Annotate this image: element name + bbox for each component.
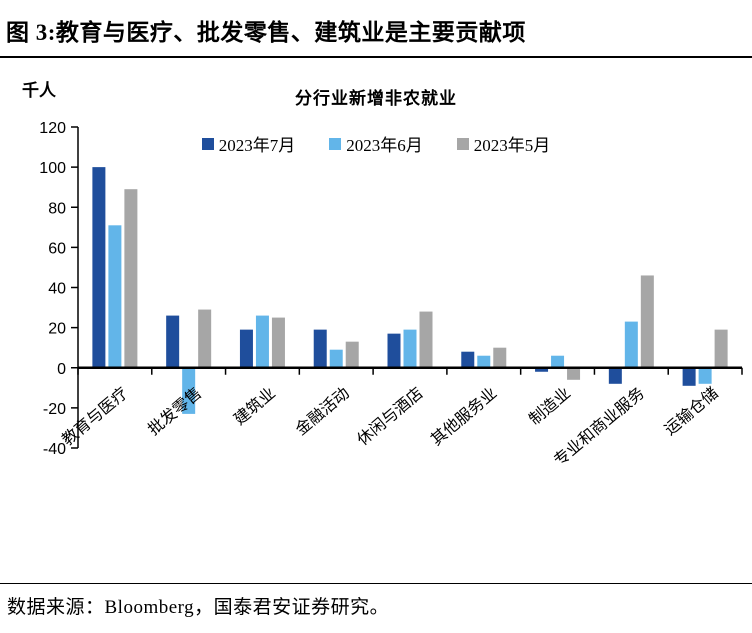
y-tick-label: 80 <box>48 200 66 217</box>
y-tick-label: 100 <box>39 160 66 177</box>
bar-金融活动-2023年5月 <box>345 341 359 368</box>
figure-title: 图 3:教育与医疗、批发零售、建筑业是主要贡献项 <box>0 0 752 58</box>
bar-金融活动-2023年6月 <box>329 349 343 368</box>
bar-休闲与酒店-2023年6月 <box>403 329 417 368</box>
x-category-label: 休闲与酒店 <box>354 384 427 449</box>
bar-批发零售-2023年6月 <box>182 367 196 414</box>
x-category-label: 其他服务业 <box>427 384 500 449</box>
x-category-label: 运输仓储 <box>661 384 722 439</box>
bar-建筑业-2023年5月 <box>271 317 285 368</box>
chart-legend: 2023年7月 2023年6月 2023年5月 <box>0 131 752 156</box>
bar-运输仓储-2023年6月 <box>698 367 712 384</box>
y-tick-label: 120 <box>39 120 66 137</box>
data-source-note: 数据来源：Bloomberg，国泰君安证券研究。 <box>7 597 390 618</box>
legend-item-jun: 2023年6月 <box>329 131 423 156</box>
bar-专业和商业服务-2023年7月 <box>608 367 622 384</box>
legend-label: 2023年5月 <box>473 136 551 155</box>
bar-教育与医疗-2023年6月 <box>108 225 122 368</box>
y-tick-label: 60 <box>48 240 66 257</box>
legend-label: 2023年6月 <box>346 136 423 155</box>
x-category-label: 教育与医疗 <box>59 384 132 449</box>
y-tick-label: 20 <box>48 321 66 338</box>
chart-title: 分行业新增非农就业 <box>295 89 457 108</box>
x-category-label: 金融活动 <box>292 384 353 439</box>
y-axis-unit-label: 千人 <box>22 81 56 100</box>
y-tick-label: -20 <box>43 401 66 418</box>
footer-divider <box>0 583 752 584</box>
bar-建筑业-2023年7月 <box>239 329 253 368</box>
y-tick-label: 40 <box>48 281 66 298</box>
bar-建筑业-2023年6月 <box>255 315 269 368</box>
bar-休闲与酒店-2023年7月 <box>387 333 401 368</box>
bar-制造业-2023年5月 <box>567 367 581 380</box>
bar-专业和商业服务-2023年5月 <box>640 275 654 368</box>
x-category-label: 建筑业 <box>231 384 279 429</box>
legend-item-may: 2023年5月 <box>456 131 551 156</box>
y-tick-label: 0 <box>57 361 66 378</box>
bar-批发零售-2023年5月 <box>198 309 212 368</box>
bar-制造业-2023年7月 <box>535 367 549 372</box>
bar-其他服务业-2023年5月 <box>493 347 507 368</box>
legend-label: 2023年7月 <box>218 136 296 155</box>
x-category-label: 批发零售 <box>145 384 206 439</box>
bar-教育与医疗-2023年5月 <box>124 189 138 368</box>
bar-运输仓储-2023年7月 <box>682 367 696 386</box>
y-tick-label: -40 <box>43 441 66 458</box>
legend-item-jul: 2023年7月 <box>201 131 296 156</box>
bar-休闲与酒店-2023年5月 <box>419 311 433 368</box>
legend-swatch-icon <box>201 137 214 150</box>
legend-swatch-icon <box>329 137 342 150</box>
bar-运输仓储-2023年5月 <box>714 329 728 368</box>
bar-其他服务业-2023年7月 <box>461 351 475 368</box>
bar-其他服务业-2023年6月 <box>477 355 491 368</box>
legend-swatch-icon <box>456 137 469 150</box>
bar-教育与医疗-2023年7月 <box>92 167 106 368</box>
bar-金融活动-2023年7月 <box>313 329 327 368</box>
bar-制造业-2023年6月 <box>551 355 565 368</box>
x-category-label: 制造业 <box>526 384 574 429</box>
bar-专业和商业服务-2023年6月 <box>624 321 638 368</box>
bar-批发零售-2023年7月 <box>166 315 180 368</box>
